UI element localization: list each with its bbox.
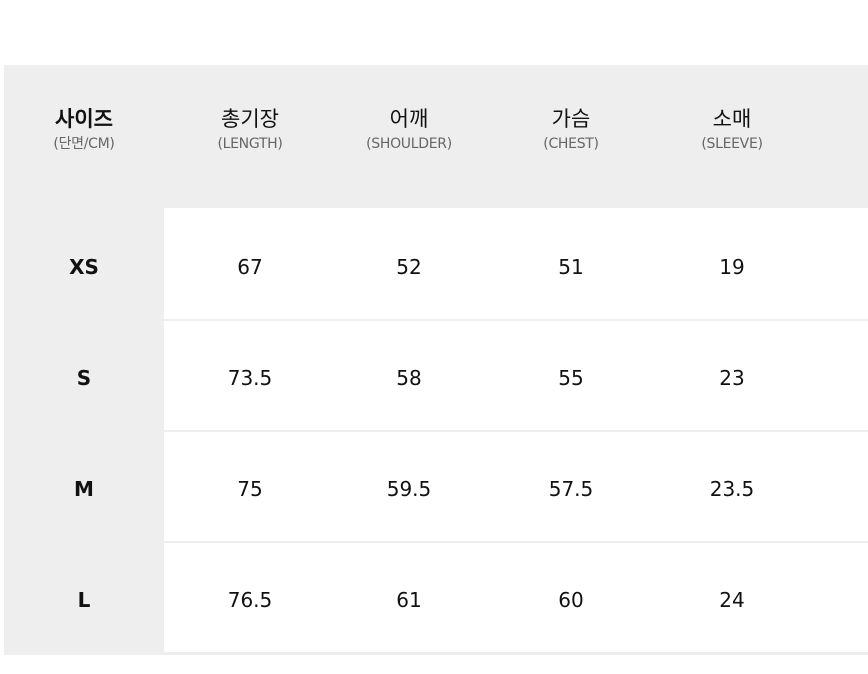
measurement-cell: 67 [237,255,263,279]
measurement-cell: 76.5 [227,588,273,612]
measurement-cell: 61 [396,588,422,612]
row-divider [164,430,868,432]
size-label: M [74,477,94,501]
measurement-cell: 23.5 [709,477,755,501]
header-size: 사이즈 (단면/CM) [9,107,159,153]
measurement-cell: 19 [719,255,745,279]
header-title: 총기장 [221,107,279,131]
header-subtitle: (CHEST) [543,136,599,152]
header-sleeve: 소매 (SLEEVE) [657,107,807,153]
measurement-cell: 51 [558,255,584,279]
measurement-cell: 60 [558,588,584,612]
measurement-cell: 52 [396,255,422,279]
measurement-cell: 24 [719,588,745,612]
header-chest: 가슴 (CHEST) [496,107,646,153]
header-length: 총기장 (LENGTH) [175,107,325,153]
measurement-cell: 58 [396,366,422,390]
measurement-cell: 59.5 [386,477,432,501]
header-shoulder: 어깨 (SHOULDER) [334,107,484,153]
measurement-cell: 55 [558,366,584,390]
row-divider [164,652,868,654]
header-title: 가슴 [551,107,591,131]
header-title: 어깨 [389,107,429,131]
row-divider [164,541,868,543]
header-subtitle: (단면/CM) [53,136,115,152]
size-label: L [77,588,91,612]
header-subtitle: (SLEEVE) [701,136,763,152]
measurement-cell: 57.5 [548,477,594,501]
measurement-cell: 73.5 [227,366,273,390]
measurement-cell: 23 [719,366,745,390]
size-label: XS [69,255,99,279]
measurement-cell: 75 [237,477,263,501]
header-subtitle: (SHOULDER) [366,136,452,152]
header-title: 소매 [712,107,752,131]
row-divider [164,319,868,321]
size-label: S [76,366,92,390]
header-title: 사이즈 [55,107,113,131]
header-subtitle: (LENGTH) [217,136,283,152]
